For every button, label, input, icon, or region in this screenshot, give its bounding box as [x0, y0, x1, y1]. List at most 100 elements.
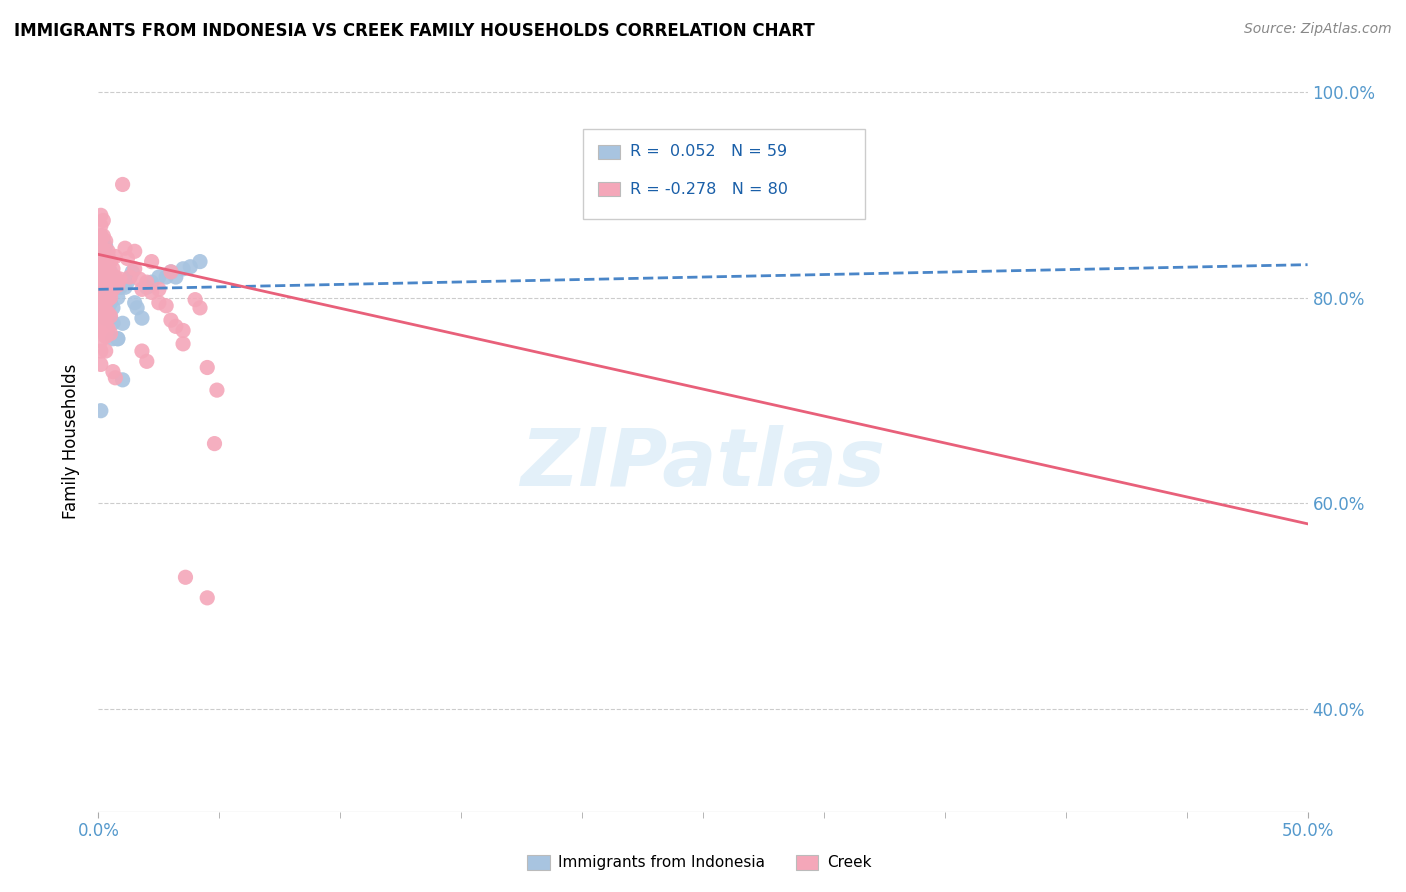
Point	[174, 570, 197, 584]
Point	[101, 301, 124, 315]
Point	[91, 309, 114, 323]
Point	[91, 323, 114, 337]
Point	[172, 323, 194, 337]
Point	[100, 280, 122, 294]
Point	[160, 265, 183, 279]
Point	[107, 332, 129, 346]
Point	[100, 265, 122, 279]
Point	[90, 311, 112, 326]
Point	[127, 301, 149, 315]
Point	[141, 254, 163, 268]
Point	[97, 278, 120, 293]
Point	[100, 254, 122, 268]
Point	[101, 316, 124, 330]
Point	[155, 270, 177, 285]
Point	[101, 365, 124, 379]
Point	[94, 261, 117, 276]
Point	[188, 301, 211, 315]
Point	[91, 295, 114, 310]
Point	[131, 344, 153, 359]
Point	[104, 250, 127, 264]
Point	[90, 239, 112, 253]
Point	[135, 280, 157, 294]
Point	[100, 311, 122, 326]
Point	[121, 265, 143, 279]
Point	[97, 280, 120, 294]
Point	[97, 293, 120, 307]
Point	[91, 250, 114, 264]
Point	[94, 234, 117, 248]
Point	[100, 326, 122, 341]
Point	[90, 250, 112, 264]
Point	[155, 299, 177, 313]
Text: IMMIGRANTS FROM INDONESIA VS CREEK FAMILY HOUSEHOLDS CORRELATION CHART: IMMIGRANTS FROM INDONESIA VS CREEK FAMIL…	[14, 22, 815, 40]
Point	[91, 234, 114, 248]
Point	[188, 254, 211, 268]
Text: Creek: Creek	[827, 855, 872, 870]
Point	[94, 302, 117, 317]
Point	[131, 282, 153, 296]
Point	[90, 291, 112, 305]
Point	[97, 250, 120, 264]
Point	[100, 291, 122, 305]
Point	[90, 291, 112, 305]
Point	[94, 311, 117, 326]
Point	[94, 254, 117, 268]
Text: ZIPatlas: ZIPatlas	[520, 425, 886, 503]
Point	[94, 344, 117, 359]
Point	[90, 282, 112, 296]
Point	[172, 261, 194, 276]
Text: R = -0.278   N = 80: R = -0.278 N = 80	[630, 182, 787, 196]
Point	[94, 261, 117, 276]
Point	[91, 244, 114, 259]
Point	[204, 436, 226, 450]
Point	[94, 275, 117, 289]
Point	[111, 373, 134, 387]
Point	[94, 250, 117, 264]
Y-axis label: Family Households: Family Households	[62, 364, 80, 519]
Point	[148, 282, 170, 296]
Point	[91, 272, 114, 286]
Point	[124, 295, 146, 310]
Point	[195, 591, 218, 605]
Point	[90, 208, 112, 222]
Point	[118, 270, 141, 285]
Point	[97, 261, 120, 276]
Point	[94, 270, 117, 285]
Point	[97, 301, 120, 315]
Point	[205, 383, 228, 397]
Point	[94, 306, 117, 320]
Point	[160, 313, 183, 327]
Point	[111, 316, 134, 330]
Point	[114, 280, 136, 294]
Point	[97, 270, 120, 285]
Point	[97, 306, 120, 320]
Point	[94, 316, 117, 330]
Point	[97, 311, 120, 326]
Point	[179, 260, 201, 274]
Point	[94, 278, 117, 293]
Point	[94, 329, 117, 343]
Point	[141, 275, 163, 289]
Point	[91, 213, 114, 227]
Text: R =  0.052   N = 59: R = 0.052 N = 59	[630, 145, 787, 159]
Point	[94, 293, 117, 307]
Point	[90, 301, 112, 315]
Point	[111, 178, 134, 192]
Point	[90, 321, 112, 335]
Point	[101, 261, 124, 276]
Point	[114, 241, 136, 255]
Point	[97, 260, 120, 274]
Point	[97, 291, 120, 305]
Point	[101, 282, 124, 296]
Point	[104, 371, 127, 385]
Point	[94, 291, 117, 305]
Point	[107, 291, 129, 305]
Point	[97, 321, 120, 335]
Point	[101, 270, 124, 285]
Point	[107, 278, 129, 293]
Point	[90, 228, 112, 243]
Point	[165, 319, 187, 334]
Point	[165, 270, 187, 285]
Point	[108, 272, 131, 286]
